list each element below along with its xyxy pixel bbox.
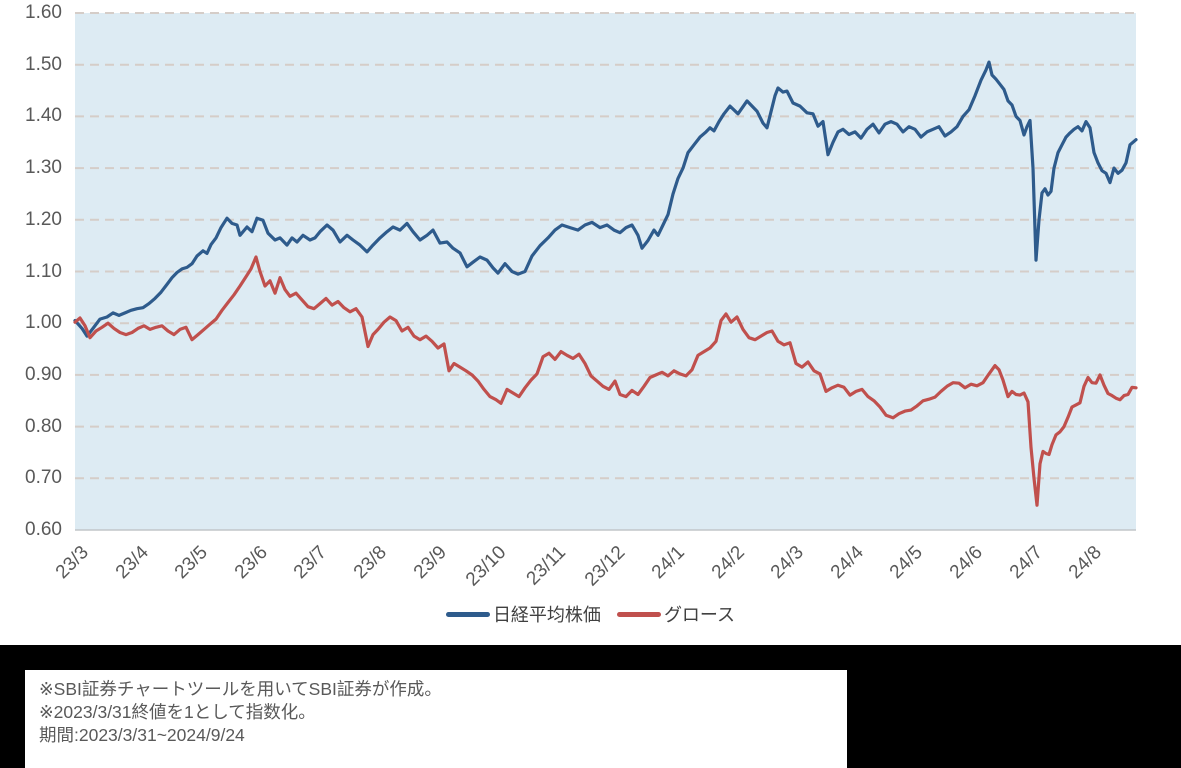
footer-note-period: 期間:2023/3/31~2024/9/24 [39,725,245,745]
y-axis-label: 1.10 [25,260,62,282]
y-axis-label: 1.50 [25,53,62,75]
y-axis-label: 1.20 [25,208,62,230]
y-axis-label: 1.60 [25,2,62,23]
y-axis-label: 0.60 [25,519,62,540]
y-axis-label: 0.70 [25,467,62,489]
legend-swatch-icon [616,611,661,617]
source-notes-box: ※SBI証券チャートツールを用いてSBI証券が作成。 ※2023/3/31終値を… [25,670,847,768]
footer-band: ※SBI証券チャートツールを用いてSBI証券が作成。 ※2023/3/31終値を… [0,645,1181,768]
legend-label: 日経平均株価 [492,605,601,625]
legend-item-0: 日経平均株価 [445,601,601,627]
plot-svg [73,12,1138,531]
legend-item-1: グロース [616,601,736,627]
y-axis-label: 1.30 [25,157,62,179]
y-axis-label: 0.90 [25,363,62,385]
legend-label: グロース [663,605,736,625]
y-axis-label: 1.40 [25,105,62,127]
series-line-0 [73,60,1138,338]
footer-note-indexing: ※2023/3/31終値を1として指数化。 [39,702,316,722]
series-line-1 [73,255,1138,507]
y-axis-label: 0.80 [25,415,62,437]
footer-note-source: ※SBI証券チャートツールを用いてSBI証券が作成。 [39,679,442,699]
line-chart: 1.60 1.50 1.40 1.30 1.20 1.10 1.00 0.90 0.80 0.70… [25,2,1138,590]
legend-swatch-icon [445,611,490,617]
chart-legend: 日経平均株価 グロース [0,599,1181,629]
y-axis-label: 1.00 [25,312,62,334]
